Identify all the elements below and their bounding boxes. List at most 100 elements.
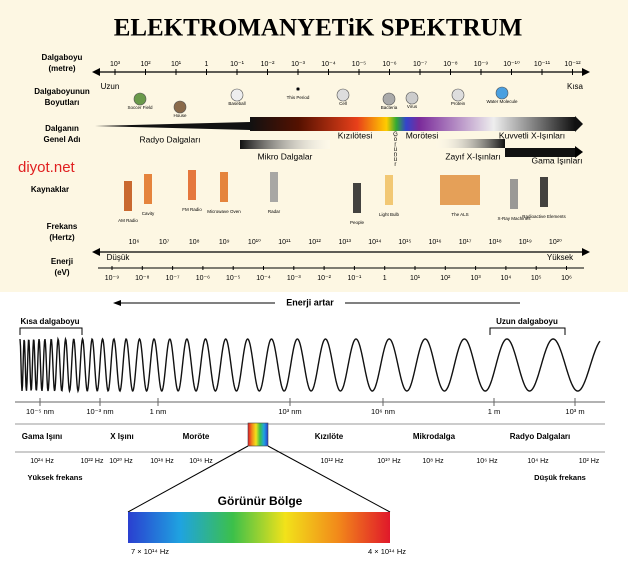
scale-label: 10⁻⁵ nm bbox=[26, 407, 54, 416]
scale-label: 10⁶ nm bbox=[371, 407, 395, 416]
wavelength-tick: 10⁻¹² bbox=[564, 61, 581, 68]
band-name: Kuvvetli X-Işınları bbox=[499, 130, 565, 140]
freq-label: 10²⁴ Hz bbox=[30, 458, 54, 465]
source-icon bbox=[353, 183, 361, 213]
frequency-tick: 10¹³ bbox=[338, 239, 351, 246]
size-label: This Period bbox=[287, 95, 310, 100]
bracket bbox=[489, 327, 566, 335]
scale-label: 1 nm bbox=[150, 407, 167, 416]
energy-tick: 10² bbox=[440, 275, 451, 282]
energy-tick: 10⁻⁵ bbox=[226, 275, 240, 282]
size-icon bbox=[405, 91, 419, 105]
freq-label: 10²² Hz bbox=[81, 458, 104, 465]
energy-tick: 10⁻⁷ bbox=[166, 275, 180, 282]
energy-tick: 1 bbox=[383, 275, 387, 282]
size-icon bbox=[173, 100, 187, 114]
frequency-tick: 10⁸ bbox=[189, 239, 200, 246]
wavelength-tick: 10⁻² bbox=[261, 61, 275, 68]
band-bar bbox=[435, 139, 505, 148]
freq-direction: Düşük frekans bbox=[534, 473, 586, 482]
band-name: Gama Işınları bbox=[531, 155, 582, 165]
wavelength-tick: 10⁻¹ bbox=[230, 61, 244, 68]
wavelength-tick: 10³ bbox=[110, 61, 121, 68]
wave bbox=[19, 336, 601, 394]
scale-label: 1 m bbox=[488, 407, 501, 416]
wavelength-tick: 10⁻⁵ bbox=[352, 61, 366, 68]
wavelength-tick: 10⁻¹¹ bbox=[534, 61, 551, 68]
frequency-tick: 10¹⁸ bbox=[489, 239, 502, 246]
row-label: Dalgaboyu bbox=[42, 53, 83, 62]
arrow-head bbox=[113, 300, 121, 306]
visible-band bbox=[247, 422, 269, 447]
row-label: Enerji bbox=[51, 257, 73, 266]
size-icon bbox=[451, 88, 465, 102]
zoom-line bbox=[267, 445, 391, 513]
size-label: Protein bbox=[451, 101, 466, 106]
energy-arrow-label: Enerji artar bbox=[286, 297, 334, 307]
energy-tick: 10⁻⁶ bbox=[196, 275, 210, 282]
frequency-tick: 10⁶ bbox=[129, 239, 140, 246]
size-icon bbox=[495, 86, 509, 100]
wavelength-tick: 10⁻⁸ bbox=[443, 61, 457, 68]
frequency-tick: 10¹² bbox=[308, 239, 321, 246]
source-icon bbox=[144, 174, 152, 204]
band-label: Gama Işını bbox=[22, 432, 62, 441]
energy-tick: 10⁻¹ bbox=[347, 275, 361, 282]
freq-label: 10² Hz bbox=[579, 458, 600, 465]
band-label: Radyo Dalgaları bbox=[510, 432, 570, 441]
size-label: Bacteria bbox=[381, 105, 398, 110]
frequency-tick: 10¹⁵ bbox=[398, 239, 411, 246]
size-icon bbox=[230, 88, 244, 102]
row-label: Genel Adı bbox=[43, 135, 80, 144]
freq-label: 10²⁰ Hz bbox=[109, 457, 133, 465]
energy-tick: 10⁻⁹ bbox=[105, 275, 119, 282]
source-icon bbox=[220, 172, 228, 202]
band-label: Moröte bbox=[183, 432, 210, 441]
wavelength-tick: 10⁻¹⁰ bbox=[503, 60, 520, 68]
freq-label: 10¹⁰ Hz bbox=[377, 457, 401, 465]
arrow-head bbox=[575, 116, 583, 132]
spectrum-bar bbox=[250, 117, 575, 131]
row-label: (metre) bbox=[48, 64, 75, 73]
title: ELEKTROMANYETiK SPEKTRUM bbox=[114, 15, 523, 42]
wavelength-tick: 1 bbox=[205, 61, 209, 68]
axis-end: Yüksek bbox=[547, 253, 574, 262]
freq-label: 10¹² Hz bbox=[321, 458, 344, 465]
scale-label: 10³ nm bbox=[278, 407, 301, 416]
wavelength-tick: 10⁻⁷ bbox=[413, 61, 427, 68]
wavelength-tick: 10⁻⁴ bbox=[321, 61, 336, 68]
frequency-tick: 10¹¹ bbox=[278, 239, 291, 246]
row-label: Dalgaboyunun bbox=[34, 87, 90, 96]
wavelength-tick: 10⁻⁹ bbox=[474, 61, 488, 68]
row-label: Frekans bbox=[47, 222, 78, 231]
wavelength-tick: 10⁻³ bbox=[291, 61, 305, 68]
size-label: Soccer Field bbox=[127, 105, 153, 110]
bracket-label: Uzun dalgaboyu bbox=[496, 317, 558, 326]
visible-spectrum bbox=[128, 512, 390, 543]
scale-label: 10⁻³ nm bbox=[86, 407, 113, 416]
source-icon bbox=[124, 181, 132, 211]
band-name: Görünür bbox=[392, 132, 398, 167]
freq-label: 10¹⁶ Hz bbox=[189, 458, 213, 465]
band-label: Kızılöte bbox=[315, 432, 344, 441]
wavelength-tick: 10⁻⁶ bbox=[382, 61, 396, 68]
row-label: Kaynaklar bbox=[31, 185, 69, 194]
source-icon bbox=[270, 172, 278, 202]
axis-end: Kısa bbox=[567, 82, 584, 91]
arrow-head bbox=[92, 248, 100, 256]
size-label: Cell bbox=[339, 101, 347, 106]
source-label: Microwave Oven bbox=[207, 209, 241, 214]
source-icon bbox=[440, 175, 480, 205]
freq-label: 10⁸ Hz bbox=[422, 458, 444, 465]
frequency-tick: 10¹⁶ bbox=[429, 239, 442, 246]
band-name: Mikro Dalgalar bbox=[258, 151, 313, 161]
band-name: Zayıf X-Işınları bbox=[445, 151, 500, 161]
band-name: Morötesi bbox=[406, 130, 439, 140]
band-name: Kızılötesi bbox=[338, 130, 373, 140]
row-label: (eV) bbox=[54, 268, 69, 277]
row-label: Boyutları bbox=[45, 98, 80, 107]
energy-tick: 10⁻² bbox=[317, 275, 331, 282]
size-label: Virus bbox=[407, 104, 418, 109]
freq-label: 10⁴ Hz bbox=[527, 458, 549, 465]
